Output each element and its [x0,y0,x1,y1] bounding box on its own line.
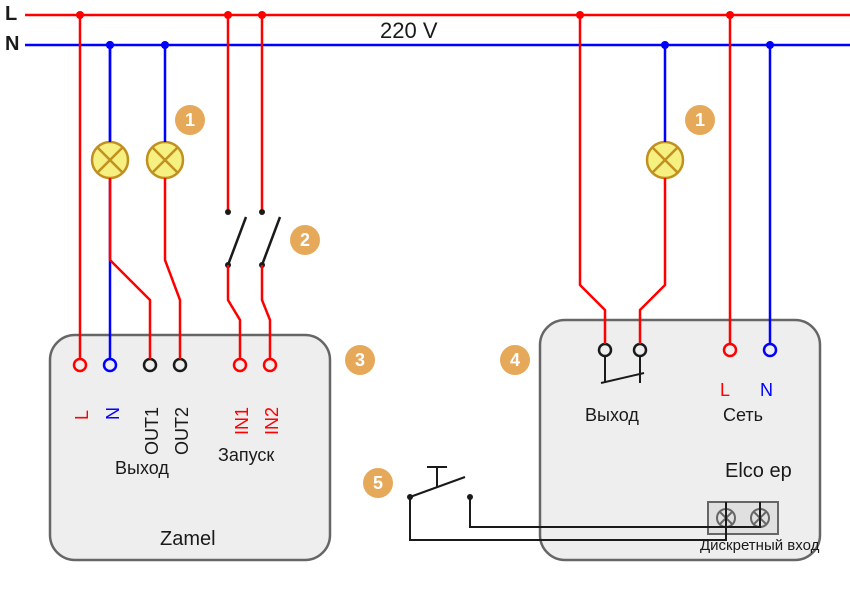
left-term-label-n: N [103,407,124,420]
rail-label-n: N [5,33,19,56]
right-term-label-l: L [720,380,730,401]
badge-3: 3 [345,345,375,375]
left-term-label-in2: IN2 [262,407,283,435]
right-term-label-n: N [760,380,773,401]
badge-1-left: 1 [175,105,205,135]
badge-2: 2 [290,225,320,255]
wiring-diagram [0,0,850,601]
left-label-output: Выход [115,458,169,479]
voltage-label: 220 V [380,18,438,44]
left-term-label-in1: IN1 [232,407,253,435]
rail-label-l: L [5,3,17,26]
badge-5: 5 [363,468,393,498]
left-brand: Zamel [160,528,216,551]
left-term-label-l: L [72,410,93,420]
right-brand: Elco ep [725,460,792,483]
badge-1-right: 1 [685,105,715,135]
left-term-label-out2: OUT2 [172,407,193,455]
right-label-power: Сеть [723,405,763,426]
right-label-output: Выход [585,405,639,426]
left-term-label-out1: OUT1 [142,407,163,455]
left-label-trigger: Запуск [218,445,274,466]
right-label-discrete: Дискретный вход [700,538,820,555]
badge-4: 4 [500,345,530,375]
